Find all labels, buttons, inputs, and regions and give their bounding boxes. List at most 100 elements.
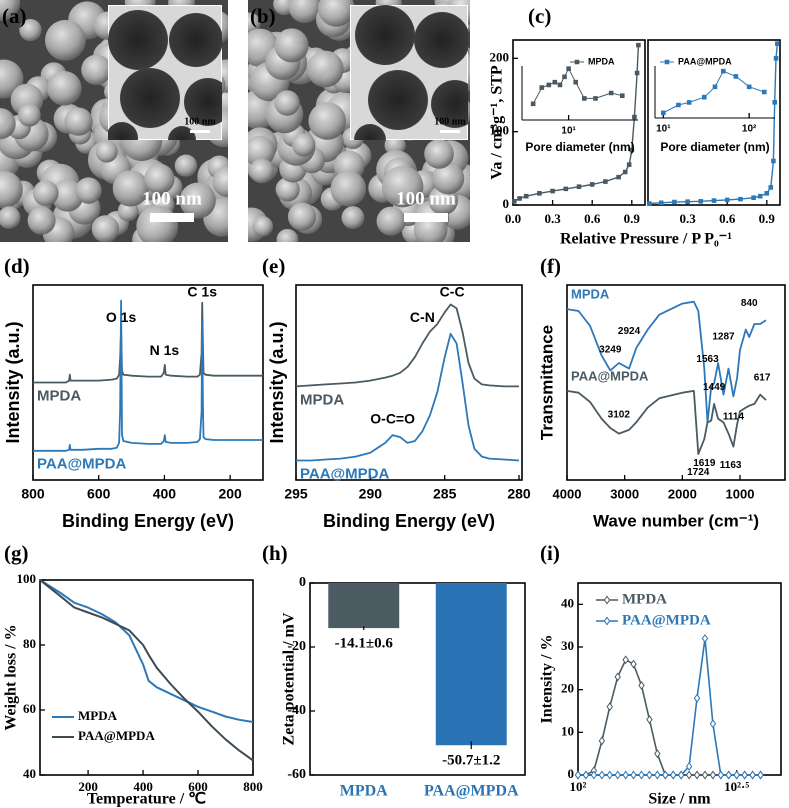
series-line (39, 579, 254, 723)
series-marker (562, 74, 567, 80)
x-tick-label: 600 (188, 779, 208, 794)
series-marker (733, 74, 739, 79)
series-marker (701, 634, 709, 643)
panel-label: (h) (262, 541, 288, 565)
series-label: MPDA (37, 387, 81, 404)
particle (27, 206, 56, 235)
series-marker (634, 70, 640, 76)
annotation: 1114 (723, 411, 745, 422)
annotation: C-C (440, 284, 465, 300)
series-label: PAA@MPDA (571, 368, 649, 383)
annotation: 1287 (712, 332, 735, 343)
series-marker (632, 114, 637, 120)
y-tick-label: 0 (503, 196, 510, 211)
tem-particle (169, 13, 222, 67)
particle (64, 107, 93, 136)
particle (306, 50, 344, 88)
x-tick-label: 4000 (553, 486, 582, 501)
annotation: 3102 (608, 410, 631, 421)
series-marker (574, 770, 582, 780)
y-tick-label: 0 (568, 766, 575, 781)
series-line (566, 390, 767, 455)
series-marker (593, 96, 598, 101)
chart-panel: 10¹ Pore diameter (nm) MPDA (521, 56, 638, 154)
x-axis-label: Binding Energy (eV) (62, 511, 234, 531)
annotation: 1163 (720, 460, 742, 471)
chart-panel: 10² 10²·⁵ 0 10 20 30 40 Size / nm Intensity / % M… (539, 582, 782, 808)
x-tick-label: 600 (87, 486, 111, 502)
series-marker (685, 762, 693, 771)
legend-marker (664, 59, 670, 65)
series-marker (614, 770, 621, 780)
series-marker (751, 195, 756, 200)
scale-bar (150, 213, 194, 222)
annotation: 1724 (687, 467, 710, 478)
particle (424, 139, 454, 169)
y-tick-label: -40 (287, 703, 306, 718)
particle (144, 163, 175, 195)
x-tick-label: 0.3 (679, 211, 696, 226)
y-tick-label: 100 (490, 123, 510, 138)
tem-inset (350, 5, 468, 140)
series-line (566, 300, 767, 424)
particle (252, 216, 274, 237)
x-tick-label: 2000 (668, 486, 697, 501)
series-marker (738, 196, 743, 202)
annotation: C-N (410, 309, 435, 325)
series-marker (622, 770, 629, 780)
series-marker (523, 193, 529, 199)
series-line (532, 68, 623, 105)
series-marker (616, 174, 621, 180)
particle (75, 177, 102, 204)
series-label: PAA@MPDA (300, 465, 390, 482)
annotation: 3249 (599, 345, 622, 356)
x-tick-label: 200 (218, 486, 242, 502)
value-label: -50.7±1.2 (442, 753, 500, 769)
inset-scale-bar (440, 130, 460, 133)
series-marker (539, 85, 545, 90)
chart-panel: 800 600 400 200 Binding Energy (eV) Intensity… (3, 284, 264, 531)
y-tick-label: 200 (490, 49, 510, 64)
x-tick-label: 800 (243, 779, 263, 794)
legend-marker (574, 59, 580, 65)
tem-inset (108, 5, 222, 140)
chart-panel: 0.3 0.6 0.9 (647, 39, 781, 226)
annotation: O-C=O (370, 410, 415, 426)
series-marker (717, 770, 725, 780)
x-tick-label: MPDA (340, 783, 388, 800)
y-axis-label: Intensity (a.u.) (3, 321, 23, 443)
series-marker (598, 736, 606, 746)
y-tick-label: 60 (23, 701, 36, 716)
series-marker (775, 41, 780, 46)
series-marker (725, 770, 732, 780)
x-tick-label: 290 (359, 486, 383, 502)
series-marker (646, 715, 653, 724)
y-axis-label: Va / cm³g⁻¹, STP (489, 65, 506, 180)
y-tick-label: 40 (23, 766, 36, 781)
series-marker (724, 197, 730, 203)
micrograph: 100 nm 100 nm (248, 0, 470, 242)
tem-particle (368, 70, 428, 130)
annotation: 1449 (703, 382, 726, 393)
series-marker (685, 770, 693, 780)
series-line (649, 43, 779, 205)
series-marker (712, 84, 718, 90)
series-marker (773, 56, 779, 61)
series-line (295, 303, 519, 388)
axis-frame (39, 579, 254, 776)
y-axis-label: Intensity / % (539, 635, 556, 724)
y-axis-label: Weight loss / % (3, 624, 20, 730)
x-tick-label: 3000 (610, 486, 639, 501)
x-tick-label: 400 (133, 779, 153, 794)
series-marker (654, 749, 661, 759)
series-marker (672, 199, 677, 205)
series-line (513, 45, 640, 202)
series-marker (686, 100, 692, 105)
series-marker (552, 79, 558, 85)
particle (248, 135, 276, 167)
tem-particle (355, 5, 415, 65)
series-marker (557, 82, 563, 88)
tem-particle (431, 80, 468, 128)
series-marker (772, 100, 778, 105)
